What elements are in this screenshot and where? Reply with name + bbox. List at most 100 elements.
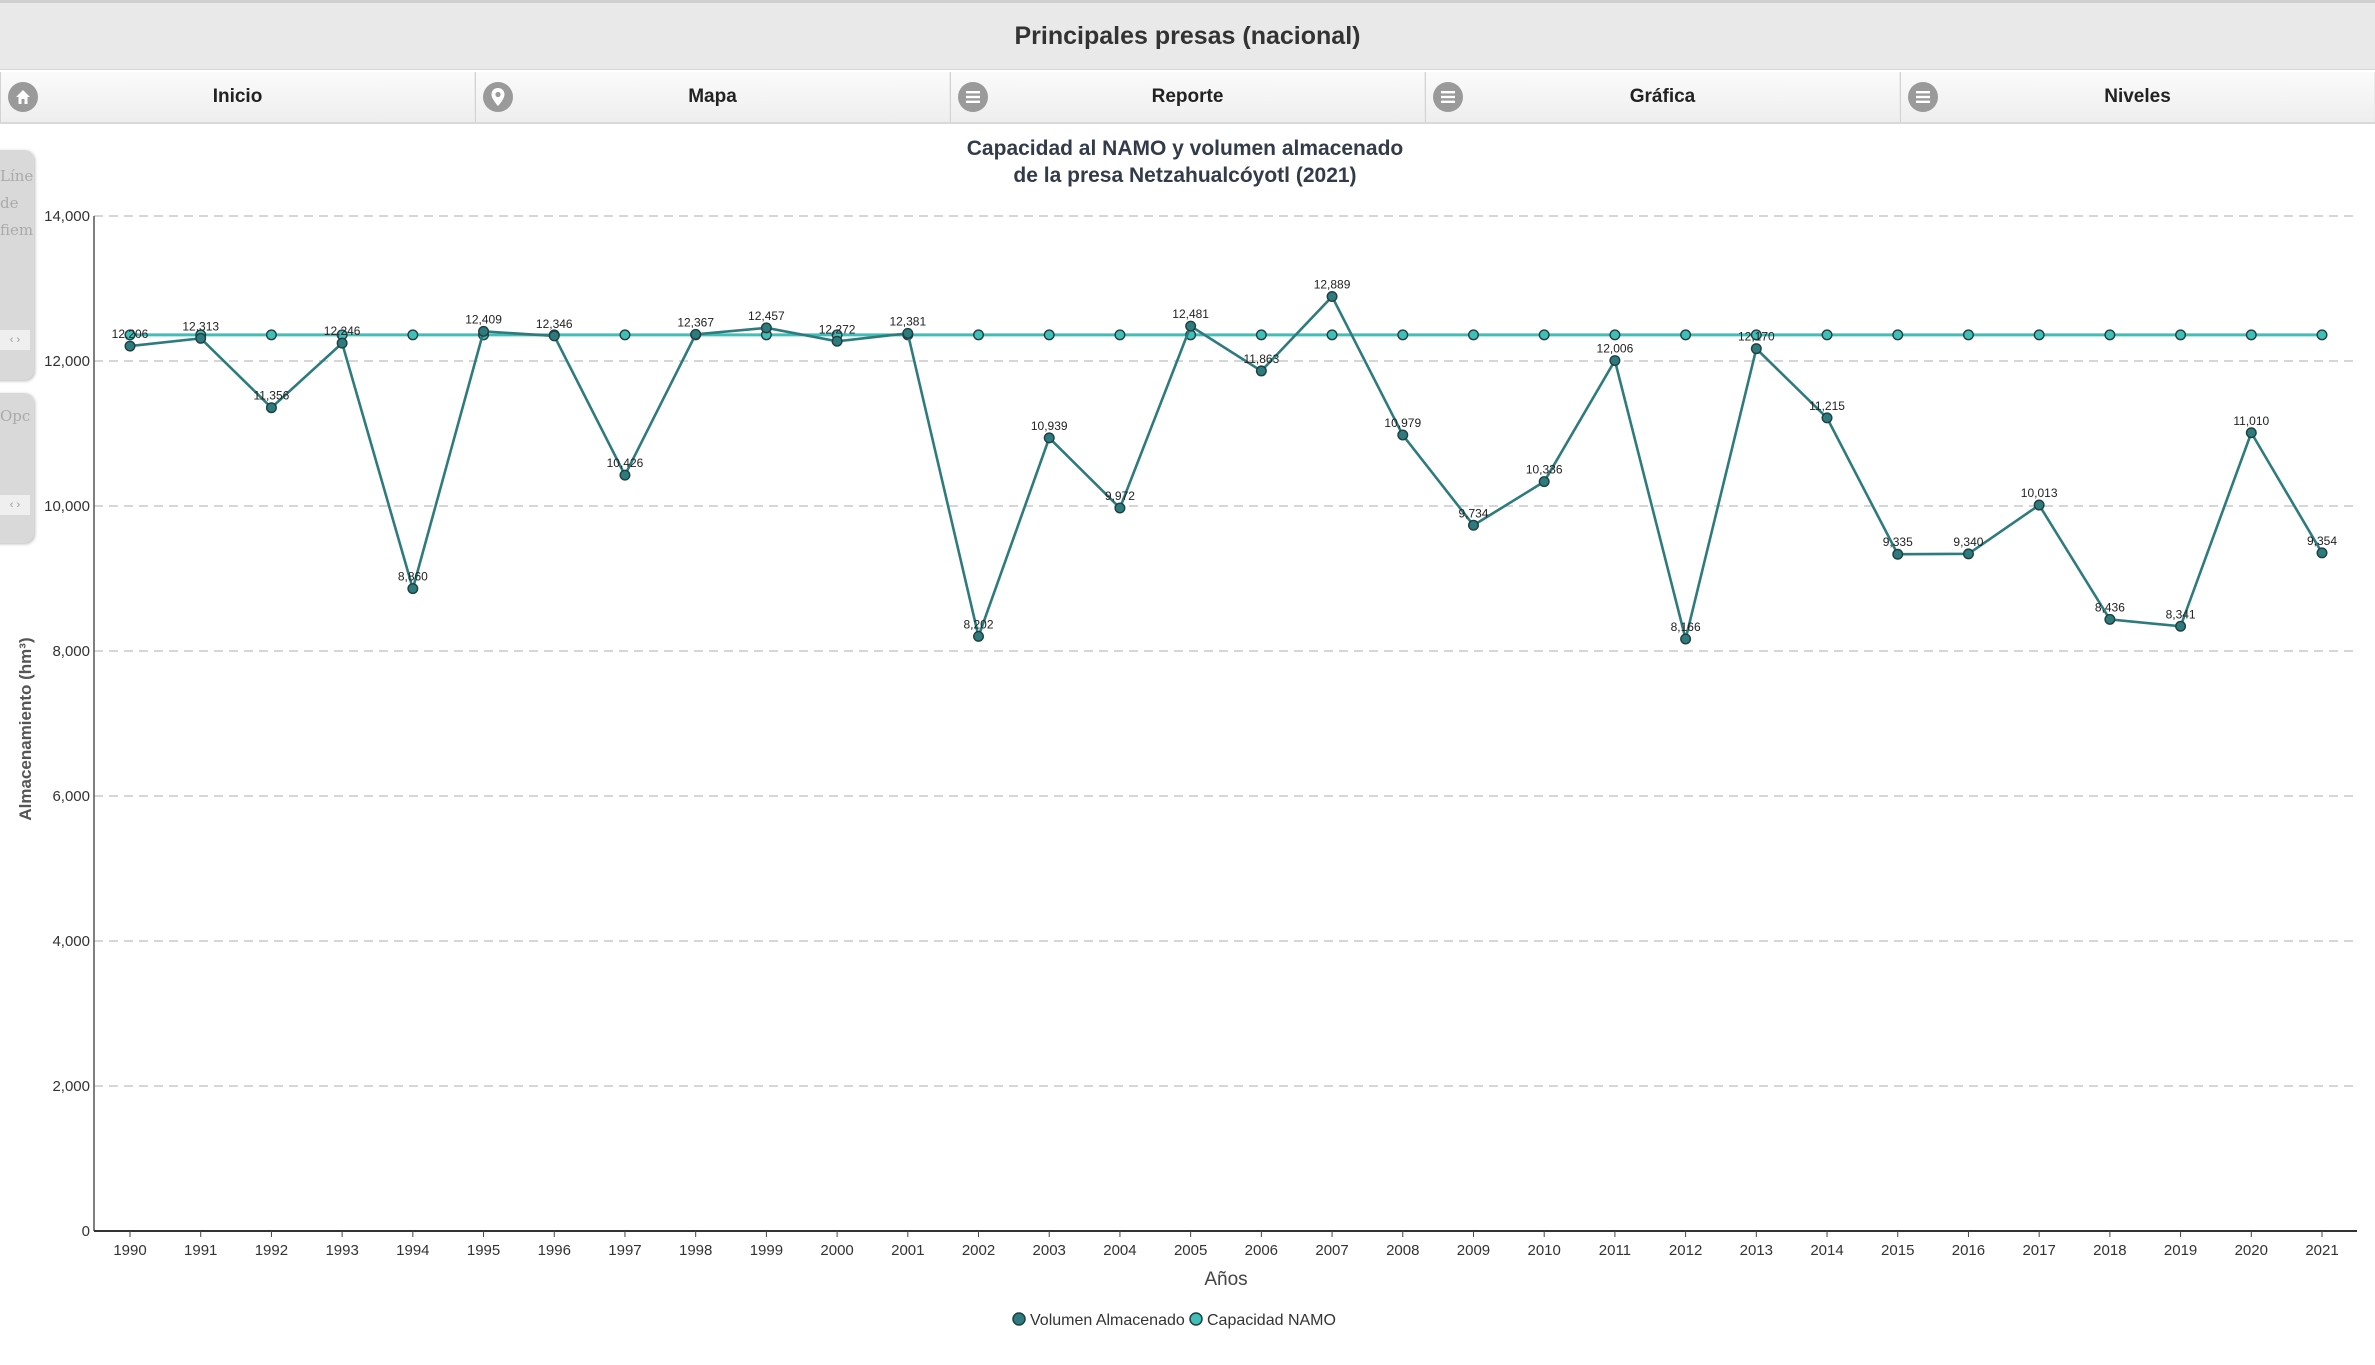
data-label: 9,340 [1953,535,1983,549]
point-volumen-almacenado [1538,476,1550,488]
data-label: 12,409 [465,312,502,326]
data-label: 8,166 [1671,620,1701,634]
point-volumen-almacenado [2104,613,2116,625]
side-panel-line-text: Líne de fiem [0,167,34,239]
x-tick-label: 2016 [1952,1242,1985,1259]
point-capacidad-namo [2245,329,2257,341]
menu-icon [1433,82,1463,112]
point-volumen-almacenado [902,327,914,339]
point-volumen-almacenado [548,330,560,342]
y-tick-label: 12,000 [44,353,90,370]
point-volumen-almacenado [690,328,702,340]
x-tick-label: 2018 [2093,1242,2126,1259]
x-tick-label: 1998 [679,1242,712,1259]
grid-layer [94,215,2357,1087]
point-capacidad-namo [1609,329,1621,341]
home-icon [8,82,38,112]
point-volumen-almacenado [831,335,843,347]
navbar: Inicio Mapa Reporte Gráfica Niveles [0,72,2375,124]
data-label: 10,336 [1526,463,1563,477]
point-volumen-almacenado [973,630,985,642]
point-volumen-almacenado [1326,291,1338,303]
x-tick-label: 2005 [1174,1242,1207,1259]
y-tick-label: 10,000 [44,498,90,515]
point-capacidad-namo [1680,329,1692,341]
data-label: 10,939 [1031,419,1068,433]
x-tick-label: 1996 [538,1242,571,1259]
x-tick-label: 2006 [1245,1242,1278,1259]
point-volumen-almacenado [1609,355,1621,367]
point-volumen-almacenado [2175,620,2187,632]
x-tick-label: 2004 [1103,1242,1136,1259]
x-tick-label: 2007 [1315,1242,1348,1259]
point-capacidad-namo [2175,329,2187,341]
point-volumen-almacenado [2033,499,2045,511]
x-tick-label: 2015 [1881,1242,1914,1259]
point-volumen-almacenado [2245,427,2257,439]
nav-mapa-label: Mapa [688,86,737,107]
nav-reporte-button[interactable]: Reporte [950,72,1425,122]
point-volumen-almacenado [1467,519,1479,531]
side-panel-options[interactable]: Opc ‹ › [0,393,34,543]
nav-inicio-button[interactable]: Inicio [0,72,475,122]
x-tick-label: 1999 [750,1242,783,1259]
axis-layer: 0 2,000 4,000 6,000 8,000 10,000 12,000 14,000 1… [44,208,2357,1259]
side-panel-line-options[interactable]: Líne de fiem ‹ › [0,150,34,380]
point-capacidad-namo [2104,329,2116,341]
y-axis-title: Almacenamiento (hm³) [16,637,35,820]
data-label: 10,426 [607,456,644,470]
point-volumen-almacenado [1114,502,1126,514]
data-label: 12,889 [1314,278,1351,292]
side-panel-line-arrows[interactable]: ‹ › [0,330,30,350]
y-tick-label: 8,000 [52,643,90,660]
point-volumen-almacenado [1892,548,1904,560]
nav-inicio-label: Inicio [212,86,263,107]
data-label: 12,481 [1172,307,1209,321]
side-panel-options-arrows[interactable]: ‹ › [0,495,30,515]
point-volumen-almacenado [1821,412,1833,424]
point-volumen-almacenado [124,340,136,352]
legend-marker-namo [1189,1312,1203,1326]
point-capacidad-namo [124,329,136,341]
x-tick-label: 2003 [1033,1242,1066,1259]
point-capacidad-namo [2033,329,2045,341]
x-tick-label: 1995 [467,1242,500,1259]
nav-grafica-button[interactable]: Gráfica [1425,72,1900,122]
point-volumen-almacenado [1750,343,1762,355]
menu-icon [1908,82,1938,112]
y-tick-label: 14,000 [44,208,90,225]
x-tick-label: 1997 [608,1242,641,1259]
x-tick-label: 2013 [1740,1242,1773,1259]
app-title: Principales presas (nacional) [1014,21,1361,50]
point-volumen-almacenado [2316,547,2328,559]
x-tick-label: 2010 [1528,1242,1561,1259]
point-volumen-almacenado [1962,548,1974,560]
data-label: 8,341 [2166,607,2196,621]
nav-mapa-button[interactable]: Mapa [475,72,950,122]
point-capacidad-namo [407,329,419,341]
point-capacidad-namo [1397,329,1409,341]
point-volumen-almacenado [1043,432,1055,444]
legend-item-namo[interactable]: Capacidad NAMO [1189,1312,1336,1329]
data-label: 8,202 [964,617,994,631]
x-tick-label: 2012 [1669,1242,1702,1259]
nav-niveles-label: Niveles [2104,86,2171,107]
x-tick-label: 2008 [1386,1242,1419,1259]
x-tick-label: 2020 [2235,1242,2268,1259]
data-label: 12,346 [536,317,573,331]
point-volumen-almacenado [478,325,490,337]
x-tick-label: 2001 [891,1242,924,1259]
y-tick-label: 2,000 [52,1078,90,1095]
point-volumen-almacenado [195,332,207,344]
legend-item-volumen[interactable]: Volumen Almacenado [1012,1312,1185,1329]
point-volumen-almacenado [619,469,631,481]
data-label: 8,436 [2095,600,2125,614]
data-label: 9,734 [1458,506,1488,520]
data-label: 12,170 [1738,330,1775,344]
x-tick-label: 2021 [2305,1242,2338,1259]
nav-niveles-button[interactable]: Niveles [1900,72,2375,122]
menu-icon [958,82,988,112]
data-label: 9,354 [2307,534,2337,548]
map-pin-icon [483,82,513,112]
point-capacidad-namo [2316,329,2328,341]
